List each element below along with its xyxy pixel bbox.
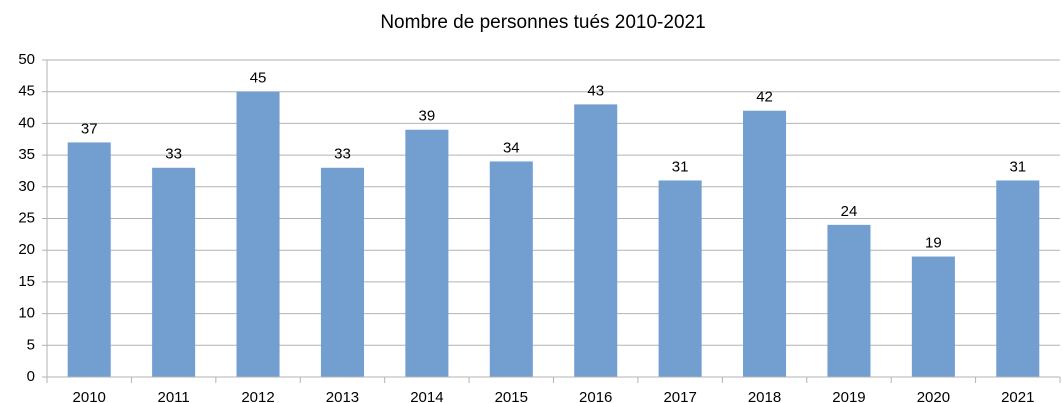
x-tick-label: 2016 [579,389,612,403]
value-label: 24 [841,203,858,220]
x-tick-label: 2010 [73,389,106,403]
bar [996,180,1040,377]
bar [67,142,111,377]
chart-title: Nombre de personnes tués 2010-2021 [380,12,705,33]
bar [236,91,280,377]
value-label: 39 [419,108,436,125]
y-tick-label: 35 [18,146,35,163]
y-tick-label: 0 [27,368,35,385]
value-label: 31 [1009,158,1026,175]
x-tick-label: 2015 [495,389,528,403]
value-label: 43 [587,82,604,99]
bar [658,180,702,377]
bar [827,224,871,377]
x-tick-label: 2011 [157,389,189,403]
value-label: 31 [672,158,689,175]
y-tick-label: 5 [27,336,35,353]
bar [320,167,364,377]
y-tick-label: 20 [18,241,35,258]
bar [405,129,449,377]
x-tick-label: 2013 [326,389,359,403]
bar [574,104,618,377]
y-tick-label: 45 [18,83,35,100]
value-label: 19 [925,235,942,252]
y-tick-label: 30 [18,178,35,195]
x-tick-label: 2014 [410,389,443,403]
value-label: 42 [756,89,773,106]
bar [152,167,196,377]
x-tick-label: 2021 [1001,389,1034,403]
bar [743,110,787,377]
value-label: 33 [165,146,182,163]
y-tick-label: 40 [18,114,35,131]
value-label: 34 [503,139,520,156]
x-tick-label: 2018 [748,389,781,403]
x-tick-label: 2019 [832,389,865,403]
bar [911,256,955,377]
value-label: 37 [81,120,98,137]
value-label: 33 [334,146,351,163]
value-label: 45 [250,70,267,87]
y-tick-label: 50 [18,51,35,68]
y-tick-label: 10 [18,305,35,322]
bar [489,161,533,377]
y-tick-label: 15 [18,273,35,290]
y-tick-label: 25 [18,209,35,226]
x-tick-label: 2012 [241,389,274,403]
x-tick-label: 2020 [917,389,950,403]
x-tick-label: 2017 [663,389,696,403]
